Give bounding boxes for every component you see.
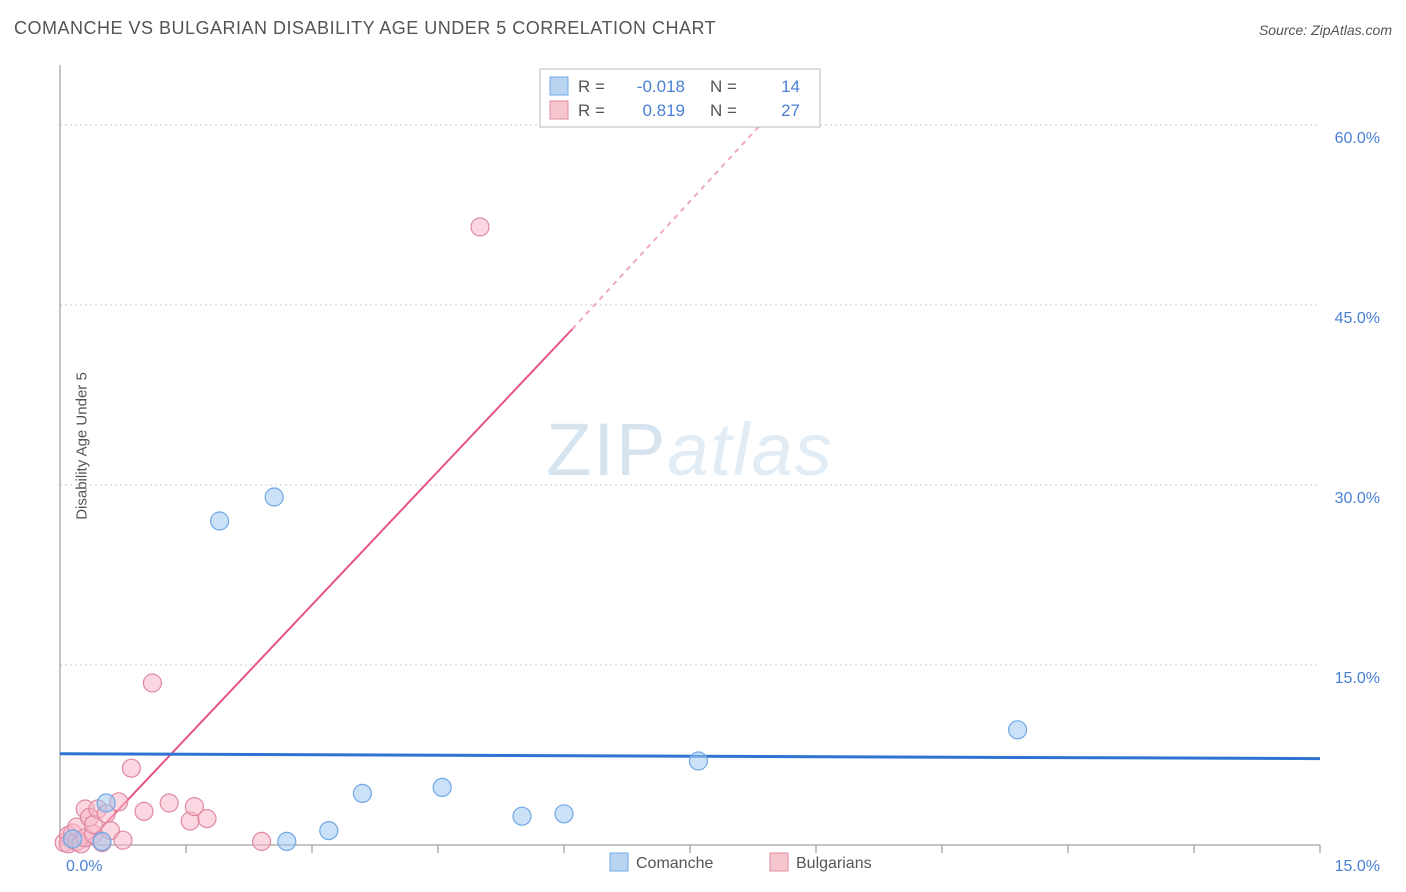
x-end-label: 15.0% [1335,858,1380,875]
stats-n-label: N = [710,77,737,96]
x-origin-label: 0.0% [66,858,102,875]
stats-n-comanche: 14 [781,77,800,96]
data-point-comanche [64,830,82,848]
data-point-comanche [433,778,451,796]
data-point-comanche [278,832,296,850]
watermark: ZIPatlas [546,408,833,491]
trend-line-bulgarians-extrapolated [572,101,782,329]
data-point-bulgarians [160,794,178,812]
y-tick-label: 45.0% [1335,310,1380,327]
stats-swatch-bulgarians [550,101,568,119]
data-point-comanche [513,807,531,825]
legend-swatch [610,853,628,871]
data-point-comanche [689,752,707,770]
data-point-comanche [320,822,338,840]
data-point-comanche [1009,721,1027,739]
data-point-bulgarians [122,759,140,777]
stats-swatch-comanche [550,77,568,95]
data-point-comanche [353,784,371,802]
data-point-bulgarians [471,218,489,236]
y-tick-label: 60.0% [1335,130,1380,147]
stats-r-label: R = [578,101,605,120]
data-point-comanche [555,805,573,823]
y-tick-label: 30.0% [1335,490,1380,507]
data-point-bulgarians [114,831,132,849]
stats-r-label: R = [578,77,605,96]
legend-swatch [770,853,788,871]
y-tick-label: 15.0% [1335,670,1380,687]
data-point-comanche [211,512,229,530]
data-point-comanche [265,488,283,506]
trend-line-bulgarians [85,329,572,845]
stats-n-label: N = [710,101,737,120]
stats-n-bulgarians: 27 [781,101,800,120]
data-point-bulgarians [135,802,153,820]
stats-r-comanche: -0.018 [637,77,685,96]
data-point-comanche [93,832,111,850]
data-point-comanche [97,794,115,812]
source-attribution: Source: ZipAtlas.com [1259,22,1392,38]
data-point-bulgarians [143,674,161,692]
chart-title: COMANCHE VS BULGARIAN DISABILITY AGE UND… [14,18,716,39]
legend-label: Comanche [636,855,713,872]
data-point-bulgarians [253,832,271,850]
correlation-scatter-chart: 15.0% 30.0% 45.0% 60.0% ZIPatlas 0.0% 15.0% R =… [50,55,1390,875]
legend-label: Bulgarians [796,855,872,872]
data-point-bulgarians [198,810,216,828]
stats-r-bulgarians: 0.819 [642,101,685,120]
